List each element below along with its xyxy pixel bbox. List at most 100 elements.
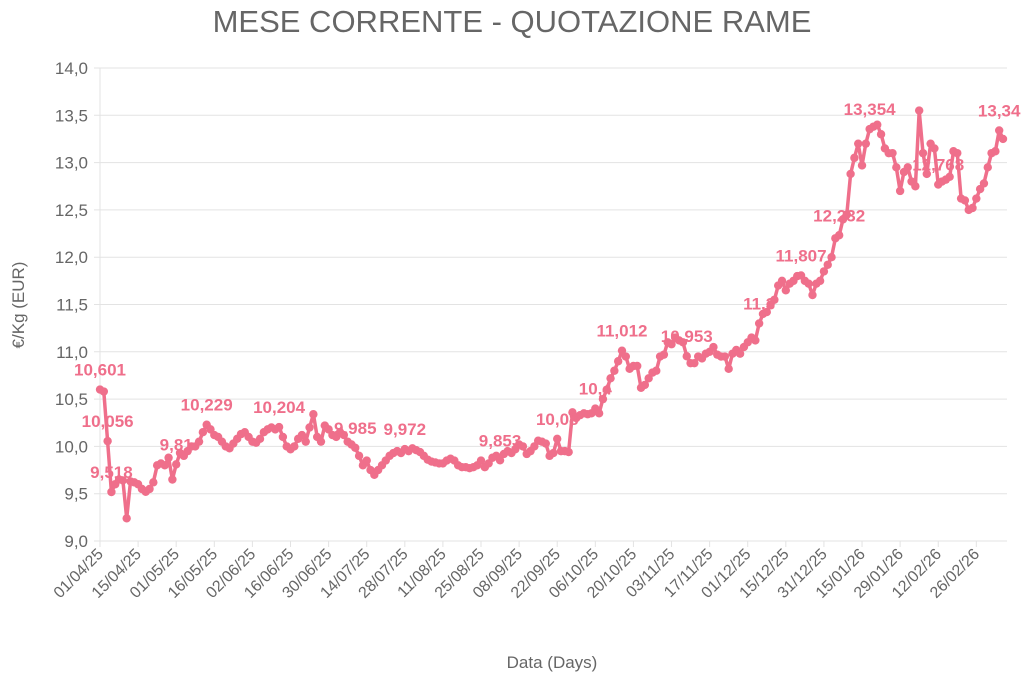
data-label: 9,985 [334,419,377,438]
data-point [602,385,611,394]
data-point [145,484,154,494]
data-point [914,106,924,115]
data-point [164,453,173,462]
data-point [610,366,619,375]
data-point [621,352,630,361]
data-label: 13,354 [844,100,897,119]
data-point [362,456,371,465]
data-point [598,394,608,404]
data-point [652,366,661,375]
data-point [827,253,836,262]
data-label: 9,853 [479,431,522,450]
data-label: 10,4 [579,380,613,399]
x-axis-label: Data (Days) [507,653,598,672]
data-point [960,196,970,205]
data-point [541,439,550,448]
y-tick-label: 12,0 [55,248,88,267]
data-point [781,286,791,295]
data-point [160,461,169,470]
data-point [754,319,764,328]
y-tick-label: 9,0 [64,532,88,551]
y-tick-label: 11,0 [56,343,88,362]
data-point [804,279,813,288]
data-point [876,130,886,139]
y-axis-label: €/Kg (EUR) [9,262,28,349]
data-point [842,210,851,219]
data-point [945,172,954,181]
data-point [640,380,650,390]
data-point [846,169,855,179]
data-point [339,430,349,440]
data-point [823,260,832,269]
data-point [709,342,718,352]
data-point [633,361,642,371]
data-point [549,448,558,458]
data-point [667,340,676,349]
data-point [922,169,931,179]
data-label: 13,34 [978,101,1021,120]
data-point [892,163,901,172]
data-point [762,307,771,317]
data-point [316,437,326,446]
data-point [815,276,825,286]
data-label: 12,232 [813,206,865,225]
data-label: 10,953 [661,327,713,346]
y-tick-label: 13,5 [55,106,88,125]
data-point [953,148,962,158]
data-point [290,442,299,451]
data-point [99,387,109,396]
y-tick-label: 9,5 [64,485,88,504]
data-point [911,182,920,191]
data-point [168,475,177,484]
data-point [724,364,733,374]
data-point [122,514,131,523]
data-point [594,409,604,418]
data-point [172,460,181,469]
data-point [278,432,288,442]
data-point [979,179,989,188]
data-point [354,451,364,461]
data-point [613,357,623,366]
data-label: 11,3 [743,294,775,313]
data-point [690,358,699,368]
data-point [983,163,992,172]
data-point [149,478,158,487]
data-point [606,374,615,383]
data-label: 10,08 [536,410,579,429]
y-tick-label: 14,0 [55,59,88,78]
data-label: 10,601 [74,361,126,380]
data-point [305,423,314,432]
data-point [930,144,939,153]
data-label: 11,807 [776,246,827,265]
data-point [495,456,505,465]
data-point [564,447,573,457]
data-point [735,349,745,358]
data-point [198,428,208,437]
data-point [777,276,787,286]
data-point [998,134,1008,144]
data-point [518,442,528,451]
data-point [854,139,863,148]
data-point [968,203,977,213]
data-label: 9,518 [90,463,133,482]
data-point [770,295,779,304]
data-point [553,434,562,444]
data-point [678,338,688,347]
data-point [994,126,1004,135]
data-point [720,352,730,361]
data-point [972,194,981,203]
data-point [682,352,691,361]
data-point [888,148,897,158]
data-point [861,139,871,148]
data-label: 10,229 [181,396,233,415]
data-point [309,410,318,419]
data-label: 10,204 [253,398,306,417]
data-label: 12,768 [912,156,964,175]
data-point [107,487,116,497]
data-point [808,290,817,300]
y-tick-label: 12,5 [55,201,88,220]
y-tick-label: 10,0 [55,437,88,456]
y-tick-label: 13,0 [55,154,88,173]
data-point [476,456,486,465]
